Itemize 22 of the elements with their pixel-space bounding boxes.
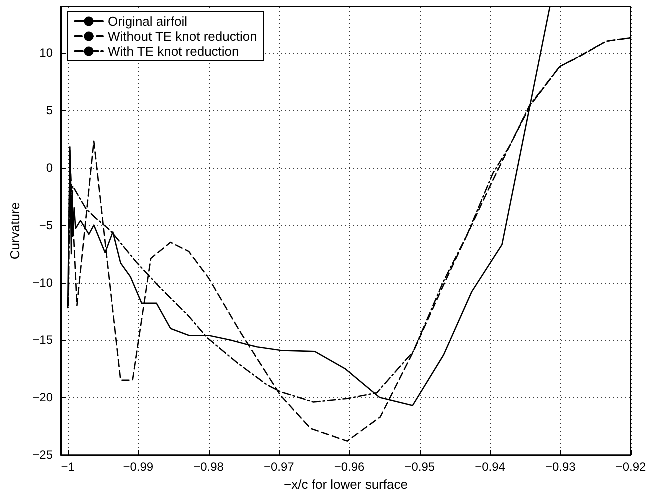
legend-label: Original airfoil	[108, 14, 188, 29]
y-tick-label: −25	[32, 448, 54, 462]
x-tick-label: −0.92	[616, 460, 646, 474]
y-tick-label: 0	[46, 160, 54, 175]
y-tick-label: 5	[46, 103, 54, 118]
x-tick-label: −1	[61, 460, 76, 474]
x-tick-label: −0.94	[475, 460, 506, 474]
x-tick-label: −0.98	[194, 460, 224, 474]
y-tick-label: −10	[32, 276, 54, 290]
x-tick-label: −0.95	[404, 460, 436, 474]
y-tick-label: 10	[40, 46, 54, 60]
legend-label: Without TE knot reduction	[108, 29, 258, 44]
y-tick-label: −20	[32, 390, 54, 405]
x-tick-label: −0.99	[123, 460, 154, 474]
legend-label: With TE knot reduction	[108, 44, 240, 59]
y-tick-label: −15	[32, 333, 54, 348]
x-axis-title: −x/c for lower surface	[284, 477, 408, 492]
x-tick-label: −0.93	[545, 460, 576, 474]
x-tick-label: −0.97	[264, 460, 295, 474]
y-axis-title: Curvature	[8, 202, 23, 260]
y-tick-label: −5	[39, 218, 54, 232]
x-tick-label: −0.96	[334, 460, 366, 474]
